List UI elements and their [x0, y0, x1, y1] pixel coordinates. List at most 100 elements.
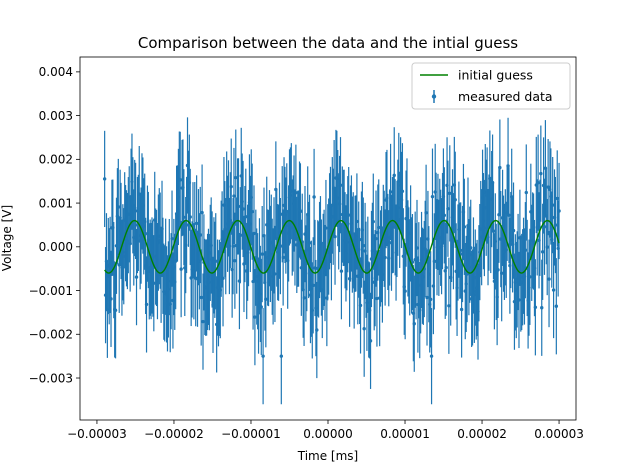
data-point: [358, 303, 363, 308]
data-point: [403, 289, 407, 293]
data-point: [371, 219, 375, 224]
series-measured-data: [102, 117, 561, 405]
data-point: [553, 223, 558, 227]
data-point: [201, 319, 205, 324]
data-point: [170, 236, 174, 241]
data-point: [540, 306, 544, 310]
data-point: [557, 209, 561, 213]
data-point: [429, 354, 434, 358]
data-point: [459, 248, 463, 253]
data-point: [241, 207, 245, 211]
data-point: [253, 315, 257, 319]
data-point: [278, 244, 283, 248]
data-point: [392, 173, 396, 178]
data-point: [279, 354, 284, 358]
data-point: [339, 269, 344, 273]
data-point: [551, 288, 556, 292]
data-point: [528, 275, 532, 279]
data-point: [506, 164, 510, 168]
data-point: [311, 283, 315, 288]
data-point: [182, 215, 186, 219]
y-tick-label: 0.000: [39, 240, 73, 254]
x-axis: −0.00003 −0.00002 −0.00001 0.00000 0.00001 0.…: [67, 420, 584, 441]
data-point: [200, 210, 204, 215]
data-point: [236, 204, 241, 209]
data-point: [214, 259, 218, 263]
data-point: [400, 189, 405, 193]
data-point: [453, 198, 457, 202]
data-point: [113, 308, 118, 312]
data-point: [496, 268, 500, 272]
data-point: [285, 209, 289, 214]
data-point: [383, 255, 387, 260]
data-point: [511, 228, 516, 233]
data-point: [346, 213, 351, 217]
data-point: [432, 259, 436, 264]
y-tick-label: 0.001: [39, 196, 73, 210]
data-point: [281, 255, 285, 260]
y-tick-label: −0.003: [29, 371, 73, 385]
y-tick-label: 0.004: [39, 65, 73, 79]
data-point: [134, 275, 139, 279]
data-point: [469, 246, 473, 250]
data-point: [547, 277, 551, 281]
legend-label-initial-guess: initial guess: [458, 68, 533, 83]
data-point: [447, 304, 451, 308]
data-point: [294, 191, 298, 195]
data-point: [312, 195, 316, 199]
data-point: [459, 307, 464, 312]
data-point: [446, 207, 450, 211]
data-point: [355, 219, 359, 224]
data-point: [523, 248, 528, 252]
data-point: [550, 203, 555, 207]
data-point: [244, 215, 248, 219]
data-point: [178, 178, 182, 182]
legend-box: [411, 62, 571, 110]
legend-swatch-measured-data: [431, 90, 437, 103]
data-point: [298, 209, 303, 214]
y-axis-label: Voltage [V]: [0, 205, 14, 271]
data-point: [448, 191, 452, 196]
data-point: [232, 194, 236, 198]
data-point: [324, 226, 328, 230]
x-tick-label: 0.00001: [380, 427, 430, 441]
data-point: [425, 295, 429, 300]
data-point: [545, 245, 549, 249]
data-point: [517, 298, 521, 302]
data-point: [221, 276, 225, 280]
data-point: [274, 187, 278, 192]
data-point: [375, 296, 379, 301]
data-point: [233, 259, 237, 263]
data-point: [361, 243, 365, 248]
data-point: [179, 267, 183, 271]
data-point: [374, 236, 378, 241]
data-point: [133, 209, 138, 213]
x-tick-label: 0.00000: [303, 427, 353, 441]
data-point: [259, 305, 263, 309]
data-point: [428, 297, 433, 302]
legend: initial guess measured data: [411, 62, 571, 110]
data-point: [388, 190, 393, 194]
data-point: [442, 213, 447, 218]
data-point: [498, 165, 502, 170]
x-tick-label: 0.00003: [534, 427, 584, 441]
data-point: [338, 183, 343, 187]
x-tick-label: −0.00003: [67, 427, 127, 441]
y-tick-label: −0.002: [29, 328, 73, 342]
x-axis-label: Time [ms]: [297, 449, 359, 463]
plot-area: [102, 117, 561, 405]
y-axis: −0.003 −0.002 −0.001 0.000 0.001 0.002 0.003 0.…: [29, 65, 80, 385]
chart-title: Comparison between the data and the inti…: [138, 34, 518, 52]
data-point: [250, 209, 254, 214]
data-point: [444, 265, 448, 270]
data-point: [424, 211, 428, 215]
x-tick-label: −0.00001: [221, 427, 281, 441]
data-point: [368, 339, 373, 343]
y-tick-label: 0.003: [39, 109, 73, 123]
data-point: [546, 185, 550, 189]
data-point: [555, 196, 559, 201]
data-point: [412, 322, 416, 326]
data-point: [377, 225, 381, 230]
data-point: [554, 304, 559, 308]
